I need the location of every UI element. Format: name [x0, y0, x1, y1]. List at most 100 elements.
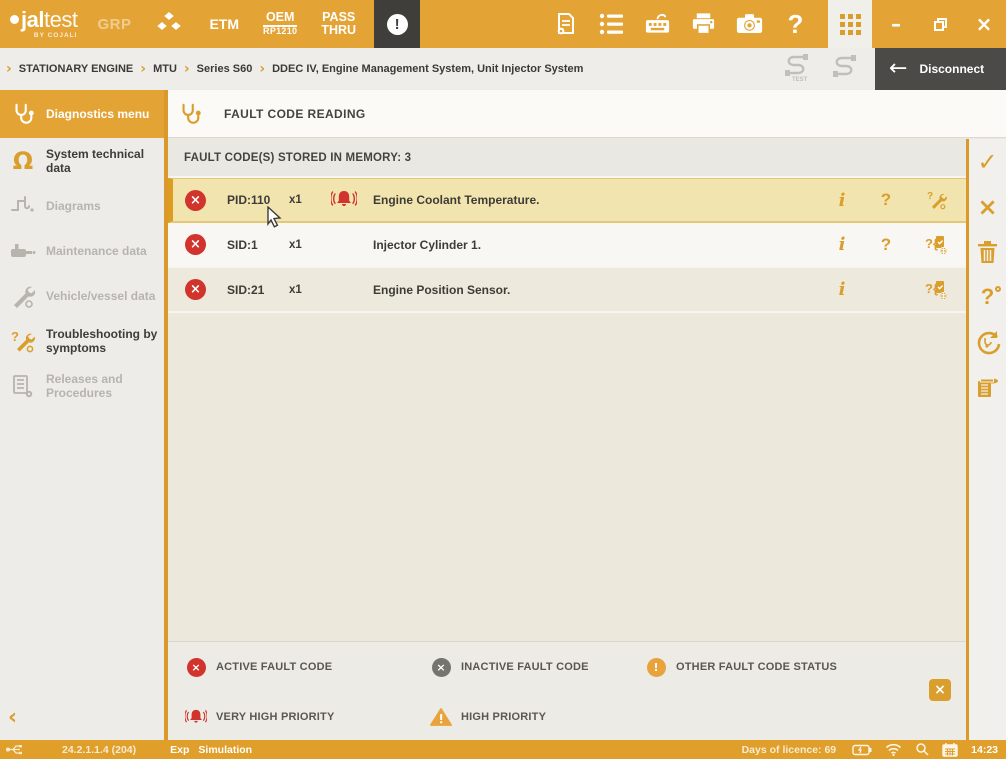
keyboard-icon[interactable] — [644, 11, 671, 38]
sidebar-item-releases-and-procedures[interactable]: Releases and Procedures — [0, 363, 164, 408]
chevron-right-icon: › — [259, 61, 266, 77]
pass-label: PASS — [322, 9, 356, 24]
report-document-icon[interactable] — [552, 11, 579, 38]
documents-stack-icon — [978, 377, 999, 397]
mode-label-exp: Exp — [170, 743, 190, 756]
fault-row-sid21[interactable]: × SID:21 x1 Engine Position Sensor. i ?{ — [168, 268, 966, 313]
sidebar-item-label: System technical data — [46, 146, 145, 175]
fault-count: x1 — [289, 194, 302, 206]
clear-fault-codes-button[interactable] — [973, 237, 1003, 267]
restore-button[interactable] — [918, 0, 962, 48]
help-button[interactable]: ? — [864, 190, 908, 210]
vehicle-data-icon — [0, 284, 46, 308]
pass-thru-button[interactable]: PASS THRU — [321, 9, 356, 37]
troubleshoot-wrench-icon: ? — [927, 191, 947, 210]
legend-label: HIGH PRIORITY — [461, 711, 547, 723]
web-lookup-icon: ?{ — [925, 235, 948, 255]
very-high-priority-bell-icon — [185, 708, 207, 727]
oem-label: OEM — [263, 11, 298, 28]
legend-label: OTHER FAULT CODE STATUS — [676, 661, 838, 673]
apps-grid-icon — [839, 13, 861, 35]
question-icon: ? — [880, 234, 892, 254]
alert-toggle-button[interactable]: ! — [374, 0, 421, 48]
battery-icon — [852, 744, 872, 756]
breadcrumb-item-series-s60[interactable]: Series S60 — [196, 63, 253, 75]
other-status-icon: ! — [646, 657, 666, 677]
confirm-button[interactable]: ✓ — [973, 147, 1003, 177]
breadcrumb-item-mtu[interactable]: MTU — [153, 63, 177, 75]
reread-fault-codes-button[interactable] — [973, 327, 1003, 357]
inactive-fault-icon: × — [431, 657, 451, 677]
stethoscope-icon — [168, 102, 212, 126]
fault-count: x1 — [289, 283, 302, 296]
web-lookup-button[interactable]: ?{ — [908, 279, 966, 301]
etm-module-button[interactable]: ETM — [209, 15, 240, 32]
sidebar-item-troubleshooting-by-symptoms[interactable]: ? Troubleshooting by symptoms — [0, 318, 164, 363]
maintenance-icon — [0, 241, 46, 261]
sidebar-item-label: Releases and Procedures — [46, 371, 123, 400]
sidebar-item-label: Vehicle/vessel data — [46, 288, 156, 303]
troubleshoot-button[interactable]: ? — [908, 190, 966, 210]
sidebar-item-diagnostics-menu[interactable]: Diagnostics menu — [0, 90, 164, 138]
close-x-icon: × — [977, 193, 998, 221]
disconnect-button[interactable]: ← Disconnect — [875, 48, 1006, 90]
cancel-button[interactable]: × — [973, 192, 1003, 222]
info-button[interactable]: i — [820, 190, 864, 211]
releases-icon — [0, 374, 46, 398]
breadcrumb-item-system[interactable]: DDEC IV, Engine Management System, Unit … — [272, 63, 584, 75]
fault-row-sid1[interactable]: × SID:1 x1 Injector Cylinder 1. i ? ?{ — [168, 223, 966, 268]
close-legend-button[interactable]: × — [929, 679, 951, 701]
info-button[interactable]: i — [820, 279, 864, 300]
fault-count: x1 — [289, 238, 302, 251]
logo-subtitle: BY COJALI — [33, 31, 78, 39]
wifi-icon — [885, 743, 902, 756]
exclamation-icon: ! — [386, 13, 408, 35]
fault-description: Engine Coolant Temperature. — [373, 193, 540, 207]
legend-spacer — [645, 692, 966, 742]
svg-text:?{: ?{ — [925, 281, 938, 296]
check-icon: ✓ — [977, 148, 998, 176]
chevron-right-icon: › — [183, 61, 190, 77]
fault-row-pid110[interactable]: × PID:110 x1 Engine Coolant Temperature.… — [168, 178, 966, 223]
minimize-button[interactable]: – — [891, 12, 901, 36]
oem-rp1210-button[interactable]: OEM RP1210 — [263, 11, 298, 37]
sidebar-item-vehicle-vessel-data[interactable]: Vehicle/vessel data — [0, 273, 164, 318]
sidebar-item-maintenance-data[interactable]: Maintenance data — [0, 228, 164, 273]
rp1210-label: RP1210 — [263, 26, 298, 37]
legend-active-fault: × ACTIVE FAULT CODE — [185, 642, 430, 692]
zoom-level-icon[interactable] — [915, 742, 929, 757]
system-test-icon[interactable]: TEST — [779, 52, 813, 87]
info-button[interactable]: i — [820, 234, 864, 255]
grp-module-button[interactable]: GRP — [97, 15, 132, 33]
web-lookup-button[interactable]: ?{ — [908, 234, 966, 256]
usb-icon — [6, 744, 23, 755]
fault-list-icon[interactable] — [598, 11, 625, 38]
legend-very-high-priority: VERY HIGH PRIORITY — [185, 692, 430, 742]
web-lookup-icon: ?{ — [925, 280, 948, 300]
close-button[interactable]: × — [975, 12, 993, 36]
camera-icon[interactable] — [736, 11, 763, 38]
sidebar-item-system-technical-data[interactable]: Ω System technical data — [0, 138, 164, 183]
legend-label: ACTIVE FAULT CODE — [216, 661, 333, 673]
collapse-sidebar-button[interactable]: ‹ — [8, 705, 18, 730]
help-icon[interactable]: ? — [787, 8, 804, 39]
statusbar: 24.2.1.1.4 (204) Exp Simulation Days of … — [0, 740, 1006, 759]
fault-code-panel: FAULT CODE(S) STORED IN MEMORY: 3 × PID:… — [168, 139, 966, 741]
breadcrumb-item-stationary-engine[interactable]: STATIONARY ENGINE — [18, 63, 134, 75]
documentation-button[interactable] — [973, 372, 1003, 402]
titlebar: jal test BY COJALI GRP ETM OEM RP1210 PA… — [0, 0, 1006, 48]
system-connect-icon[interactable] — [827, 54, 861, 85]
active-fault-icon: × — [185, 279, 206, 300]
apps-grid-button[interactable] — [828, 0, 872, 48]
help-button[interactable]: ? — [864, 235, 908, 255]
trash-icon — [978, 241, 997, 263]
sidebar-item-diagrams[interactable]: Diagrams — [0, 183, 164, 228]
print-icon[interactable] — [690, 11, 717, 38]
fault-code-help-button[interactable]: ? — [973, 282, 1003, 312]
modules-cubes-icon[interactable] — [153, 9, 185, 39]
logo-text-bold: jal — [21, 6, 44, 32]
calendar-icon[interactable] — [942, 742, 958, 757]
info-icon: i — [838, 279, 846, 300]
legend-label: INACTIVE FAULT CODE — [461, 661, 589, 673]
sidebar: Diagnostics menu Ω System technical data… — [0, 90, 164, 741]
